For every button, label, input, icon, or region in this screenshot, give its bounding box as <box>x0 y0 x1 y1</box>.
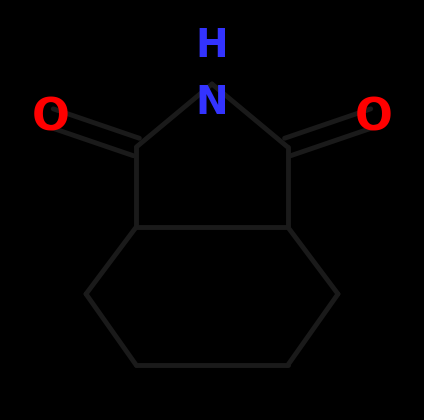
Text: O: O <box>31 96 69 139</box>
Text: O: O <box>355 96 393 139</box>
Text: N: N <box>196 84 228 122</box>
Text: H: H <box>196 27 228 65</box>
